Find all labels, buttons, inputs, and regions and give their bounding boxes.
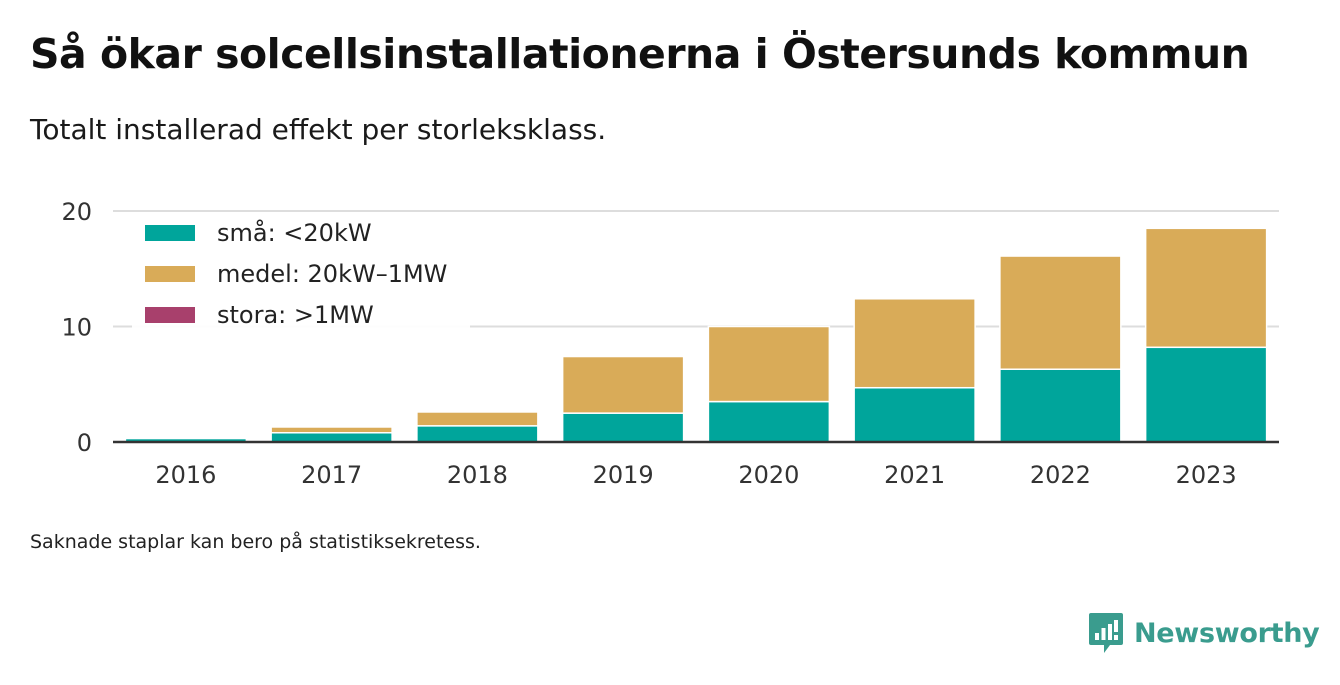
legend-label: medel: 20kW–1MW (217, 260, 447, 288)
x-tick-label: 2022 (1030, 461, 1091, 489)
legend-label: små: <20kW (217, 218, 372, 247)
brand-logo[interactable]: Newsworthy (1088, 611, 1320, 655)
bar-segment (853, 386, 976, 443)
bar-segment (561, 355, 685, 414)
legend-swatch (145, 307, 195, 323)
x-tick-label: 2020 (738, 461, 799, 489)
x-tick-label: 2016 (155, 461, 216, 489)
chart-title: Så ökar solcellsinstallationerna i Öster… (30, 30, 1250, 78)
y-tick-label: 10 (61, 314, 92, 342)
x-tick-label: 2019 (593, 461, 654, 489)
stacked-bar-chart: 0 10 20 2016 2017 2018 2019 2020 2021 2022 2023 s… (61, 198, 1279, 489)
bar-segment (270, 426, 393, 434)
y-tick-label: 20 (61, 198, 92, 226)
x-tick-label: 2017 (301, 461, 362, 489)
legend-swatch (145, 225, 195, 241)
y-tick-label: 0 (77, 429, 92, 457)
x-tick-label: 2021 (884, 461, 945, 489)
bar-segment (270, 432, 393, 443)
x-axis-ticks: 2016 2017 2018 2019 2020 2021 2022 2023 (155, 461, 1236, 489)
bar-segment (416, 425, 539, 443)
legend: små: <20kW medel: 20kW–1MW stora: >1MW (132, 218, 470, 338)
y-axis-ticks: 0 10 20 (61, 198, 92, 457)
newsworthy-logo-icon (1089, 613, 1123, 653)
brand-name: Newsworthy (1134, 617, 1320, 649)
x-tick-label: 2018 (447, 461, 508, 489)
chart-subtitle: Totalt installerad effekt per storlekskl… (30, 113, 607, 146)
x-tick-label: 2023 (1176, 461, 1237, 489)
bar-segment (416, 411, 539, 427)
bar-segment (999, 255, 1122, 370)
legend-swatch (145, 266, 195, 282)
bar-segment (707, 325, 831, 403)
legend-label: stora: >1MW (217, 301, 374, 329)
bar-segment (707, 400, 831, 443)
bar-segment (853, 298, 976, 389)
bars (124, 227, 1268, 443)
footnote: Saknade staplar kan bero på statistiksek… (30, 531, 481, 553)
bar-segment (1144, 346, 1268, 443)
bar-segment (561, 412, 685, 443)
bar-segment (1144, 227, 1268, 349)
bar-segment (999, 368, 1122, 443)
